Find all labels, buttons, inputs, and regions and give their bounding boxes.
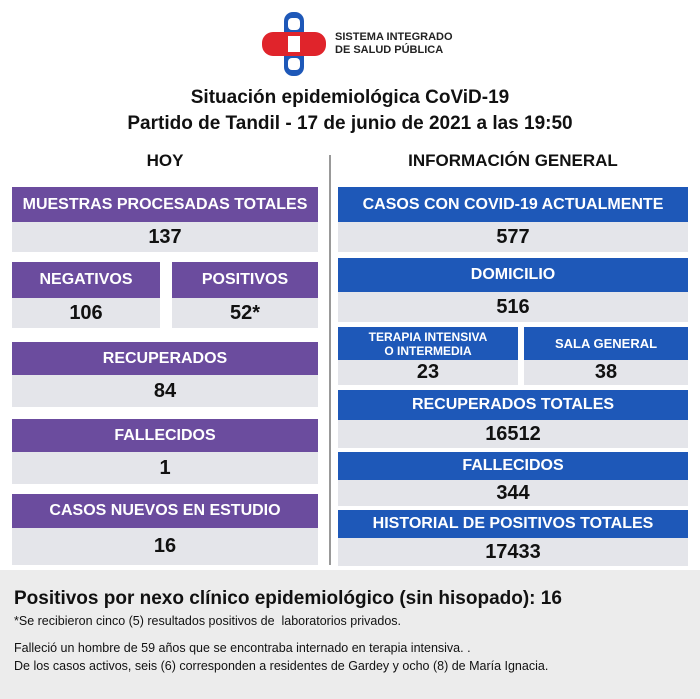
footer-line: *Se recibieron cinco (5) resultados posi… — [14, 614, 401, 628]
box-value: 38 — [524, 360, 688, 385]
box-value: 16512 — [338, 420, 688, 448]
box-value: 84 — [12, 375, 318, 407]
box-label: NEGATIVOS — [12, 262, 160, 298]
box-label: TERAPIA INTENSIVA O INTERMEDIA — [338, 327, 518, 360]
logo-mark — [262, 12, 326, 76]
footer: Positivos por nexo clínico epidemiológic… — [0, 570, 700, 699]
footer-headline: Positivos por nexo clínico epidemiológic… — [14, 588, 562, 609]
box-label: DOMICILIO — [338, 258, 688, 292]
box-value: 23 — [338, 360, 518, 385]
logo-line: DE SALUD PÚBLICA — [335, 44, 444, 56]
logo-text: SISTEMA INTEGRADO DE SALUD PÚBLICA — [335, 31, 453, 57]
box-label: FALLECIDOS — [338, 452, 688, 480]
box-label: POSITIVOS — [172, 262, 318, 298]
box-label: RECUPERADOS TOTALES — [338, 390, 688, 420]
box-label: SALA GENERAL — [524, 327, 688, 360]
box-value: 344 — [338, 480, 688, 506]
column-heading: HOY — [146, 151, 184, 170]
box-label: MUESTRAS PROCESADAS TOTALES — [12, 187, 318, 222]
box-label: RECUPERADOS — [12, 342, 318, 375]
box-value: 16 — [12, 528, 318, 565]
box-value: 106 — [12, 298, 160, 328]
box-value: 137 — [12, 222, 318, 252]
box-value: 17433 — [338, 538, 688, 566]
footer-line: Falleció un hombre de 59 años que se enc… — [14, 641, 471, 655]
title: Situación epidemiológica CoViD-19 — [190, 87, 510, 108]
box-label: FALLECIDOS — [12, 419, 318, 452]
box-label: HISTORIAL DE POSITIVOS TOTALES — [338, 510, 688, 538]
box-value: 516 — [338, 292, 688, 322]
logo-line: SISTEMA INTEGRADO — [335, 31, 453, 43]
box-label: CASOS CON COVID-19 ACTUALMENTE — [338, 187, 688, 222]
divider — [329, 155, 331, 565]
box-value: 577 — [338, 222, 688, 252]
box-value: 1 — [12, 452, 318, 484]
box-label: CASOS NUEVOS EN ESTUDIO — [12, 494, 318, 528]
column-heading: INFORMACIÓN GENERAL — [408, 151, 618, 170]
footer-line: De los casos activos, seis (6) correspon… — [14, 659, 549, 673]
box-value: 52* — [172, 298, 318, 328]
subtitle: Partido de Tandil - 17 de junio de 2021 … — [127, 113, 573, 134]
